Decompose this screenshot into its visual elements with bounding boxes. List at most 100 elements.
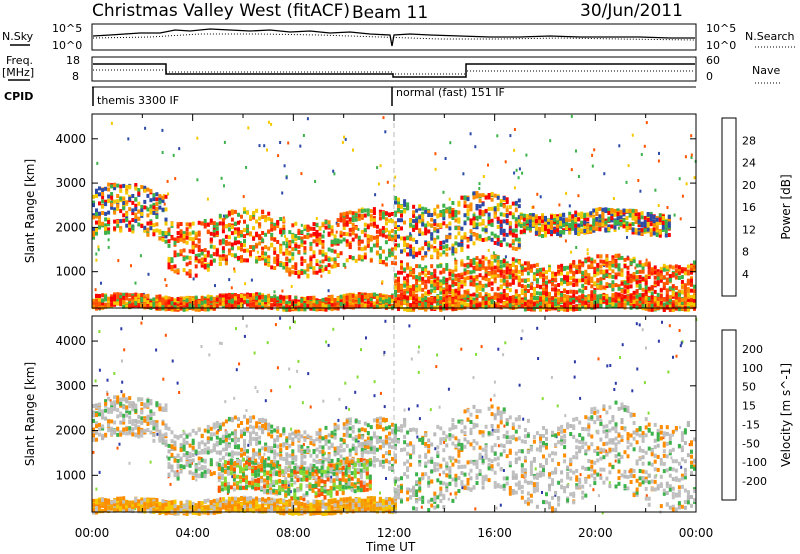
range-cell bbox=[116, 292, 119, 296]
noise-cell bbox=[549, 139, 551, 142]
range-cell bbox=[633, 275, 636, 279]
range-cell bbox=[542, 291, 545, 295]
range-cell bbox=[210, 219, 213, 223]
noise-cell bbox=[628, 164, 630, 167]
range-cell bbox=[134, 183, 137, 187]
range-cell bbox=[213, 302, 216, 306]
range-cell bbox=[663, 298, 666, 302]
range-cell bbox=[352, 231, 355, 235]
range-cell bbox=[155, 207, 158, 211]
range-cell bbox=[285, 304, 288, 308]
range-cell bbox=[448, 226, 451, 230]
range-cell bbox=[149, 226, 152, 230]
range-cell bbox=[364, 228, 367, 232]
range-cell bbox=[418, 215, 421, 219]
range-cell bbox=[331, 249, 334, 253]
range-cell bbox=[521, 284, 524, 288]
range-cell bbox=[599, 260, 602, 264]
range-cell bbox=[252, 226, 255, 230]
range-cell bbox=[186, 241, 189, 245]
range-cell bbox=[541, 219, 544, 223]
range-cell bbox=[162, 301, 165, 305]
range-cell bbox=[467, 291, 470, 295]
range-cell bbox=[418, 272, 421, 276]
range-cell bbox=[131, 208, 134, 212]
noise-cell bbox=[279, 141, 281, 144]
range-cell bbox=[412, 205, 415, 209]
range-cell bbox=[583, 229, 586, 233]
range-cell bbox=[503, 213, 506, 217]
range-cell bbox=[282, 219, 285, 223]
range-cell bbox=[134, 219, 137, 223]
range-cell bbox=[300, 240, 303, 244]
range-cell bbox=[566, 290, 569, 294]
range-cell bbox=[168, 232, 171, 236]
range-cell bbox=[427, 223, 430, 227]
range-cell bbox=[560, 264, 563, 268]
range-cell bbox=[491, 198, 494, 202]
range-cell bbox=[158, 194, 161, 198]
range-cell bbox=[255, 209, 258, 213]
range-cell bbox=[316, 238, 319, 242]
range-cell bbox=[470, 296, 473, 300]
range-cell bbox=[270, 243, 273, 247]
range-cell bbox=[678, 265, 681, 269]
range-cell bbox=[577, 217, 580, 221]
range-cell bbox=[234, 230, 237, 234]
range-cell bbox=[234, 296, 237, 300]
range-cell bbox=[586, 218, 589, 222]
range-cell bbox=[104, 303, 107, 307]
range-cell bbox=[473, 233, 476, 237]
range-cell bbox=[397, 227, 400, 231]
noise-cell bbox=[224, 141, 226, 144]
range-cell bbox=[596, 285, 599, 289]
range-cell bbox=[615, 259, 618, 263]
range-cell bbox=[403, 203, 406, 207]
range-cell bbox=[476, 191, 479, 195]
range-cell bbox=[678, 297, 681, 301]
range-cell bbox=[409, 271, 412, 275]
range-cell bbox=[584, 301, 587, 305]
range-cell bbox=[397, 303, 400, 307]
range-cell bbox=[116, 199, 119, 203]
range-cell bbox=[488, 236, 491, 240]
range-cell bbox=[448, 222, 451, 226]
range-cell bbox=[436, 264, 439, 268]
range-cell bbox=[672, 284, 675, 288]
range-cell bbox=[228, 293, 231, 297]
range-cell bbox=[370, 214, 373, 218]
noise-cell bbox=[207, 198, 209, 201]
range-cell bbox=[189, 298, 192, 302]
range-cell bbox=[267, 217, 270, 221]
range-cell bbox=[128, 293, 131, 297]
freq-trace bbox=[93, 64, 695, 77]
range-cell bbox=[442, 268, 445, 272]
range-cell bbox=[442, 245, 445, 249]
range-cell bbox=[436, 251, 439, 255]
range-cell bbox=[590, 304, 593, 308]
range-cell bbox=[657, 297, 660, 301]
range-cell bbox=[618, 267, 621, 271]
range-cell bbox=[394, 201, 397, 205]
range-cell bbox=[560, 268, 563, 272]
range-cell bbox=[325, 220, 328, 224]
range-cell bbox=[512, 281, 515, 285]
range-cell bbox=[177, 225, 180, 229]
noise-cell bbox=[95, 259, 97, 262]
range-cell bbox=[482, 284, 485, 288]
range-cell bbox=[533, 302, 536, 306]
range-cell bbox=[137, 202, 140, 206]
range-cell bbox=[370, 238, 373, 242]
range-cell bbox=[602, 270, 605, 274]
range-cell bbox=[524, 279, 527, 283]
range-cell bbox=[491, 261, 494, 265]
range-cell bbox=[551, 296, 554, 300]
range-cell bbox=[328, 258, 331, 262]
noise-cell bbox=[514, 186, 516, 189]
range-cell bbox=[346, 223, 349, 227]
range-cell bbox=[258, 235, 261, 239]
range-cell bbox=[134, 293, 137, 297]
range-cell bbox=[313, 239, 316, 243]
range-cell bbox=[186, 256, 189, 260]
range-cell bbox=[451, 213, 454, 217]
